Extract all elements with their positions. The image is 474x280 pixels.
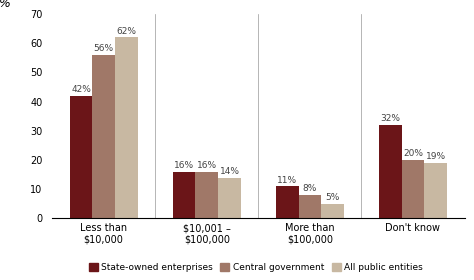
Bar [424, 163, 447, 218]
Bar [299, 195, 321, 218]
Text: 8%: 8% [303, 184, 317, 193]
Text: 20%: 20% [403, 149, 423, 158]
Text: 32%: 32% [380, 114, 400, 123]
Text: 62%: 62% [117, 27, 137, 36]
Bar [379, 125, 401, 218]
Text: 5%: 5% [325, 193, 340, 202]
Text: 11%: 11% [277, 176, 297, 185]
Bar [195, 172, 218, 218]
Text: 14%: 14% [219, 167, 239, 176]
Bar [321, 204, 344, 218]
Text: 56%: 56% [94, 44, 114, 53]
Bar [276, 186, 299, 218]
Text: 16%: 16% [174, 161, 194, 170]
Text: %: % [0, 0, 10, 10]
Text: 42%: 42% [71, 85, 91, 94]
Bar [218, 178, 241, 218]
Text: 16%: 16% [197, 161, 217, 170]
Bar [173, 172, 195, 218]
Bar [401, 160, 424, 218]
Bar [70, 96, 92, 218]
Legend: State-owned enterprises, Central government, All public entities: State-owned enterprises, Central governm… [85, 259, 427, 276]
Bar [115, 37, 138, 218]
Text: 19%: 19% [426, 152, 446, 161]
Bar [92, 55, 115, 218]
